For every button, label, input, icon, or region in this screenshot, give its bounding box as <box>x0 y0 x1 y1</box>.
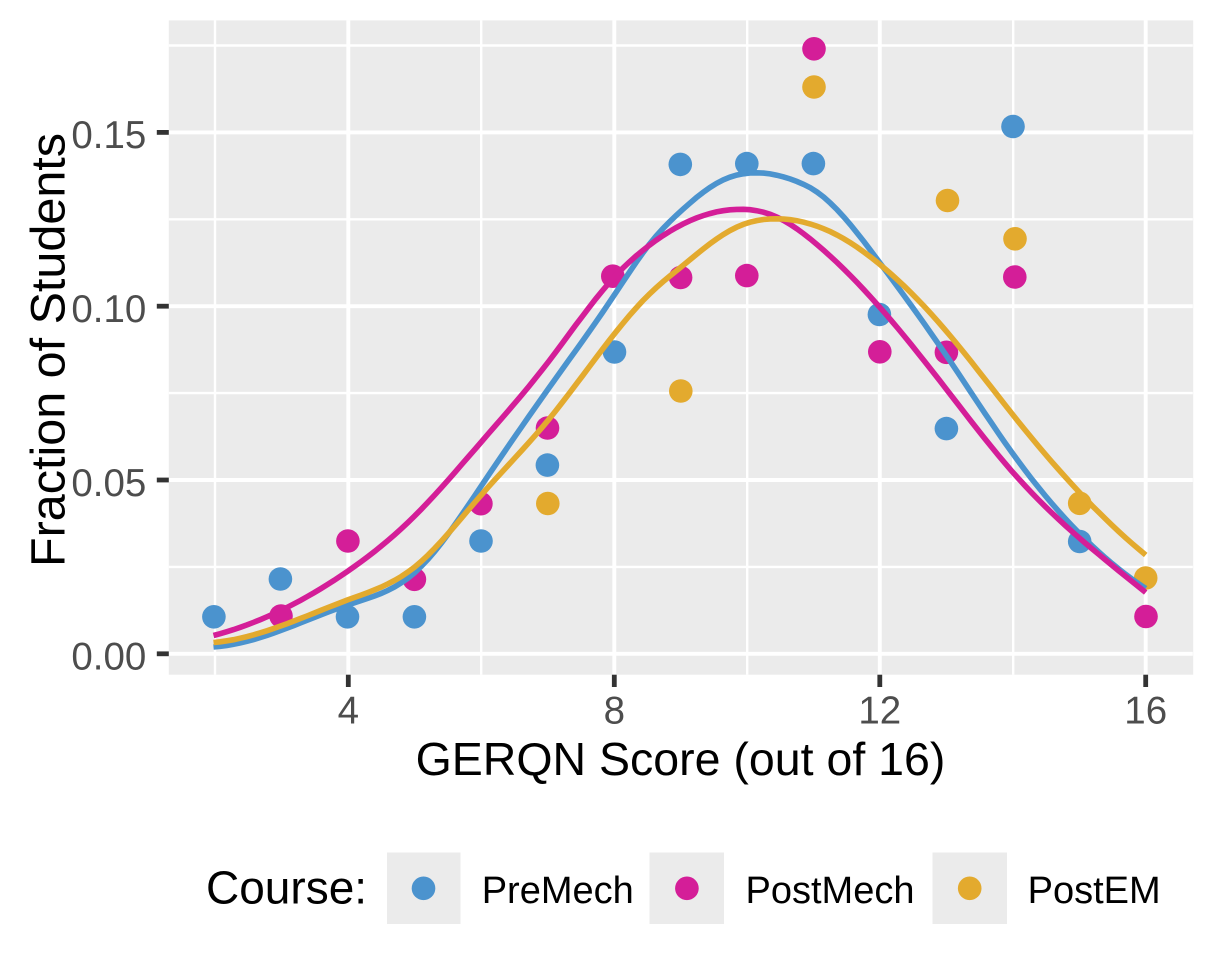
svg-text:PostMech: PostMech <box>746 870 915 912</box>
svg-text:12: 12 <box>858 689 901 732</box>
svg-text:PreMech: PreMech <box>482 870 634 912</box>
svg-text:0.05: 0.05 <box>71 462 146 505</box>
svg-text:0.10: 0.10 <box>71 288 146 331</box>
svg-text:Course:: Course: <box>206 861 367 913</box>
svg-text:16: 16 <box>1124 689 1167 732</box>
svg-text:8: 8 <box>604 689 625 732</box>
svg-text:0.15: 0.15 <box>71 114 146 157</box>
svg-text:Fraction of Students: Fraction of Students <box>22 133 76 567</box>
svg-text:GERQN Score (out of 16): GERQN Score (out of 16) <box>416 733 946 785</box>
svg-text:4: 4 <box>338 689 359 732</box>
svg-text:0.00: 0.00 <box>71 636 146 679</box>
svg-text:PostEM: PostEM <box>1028 870 1161 912</box>
